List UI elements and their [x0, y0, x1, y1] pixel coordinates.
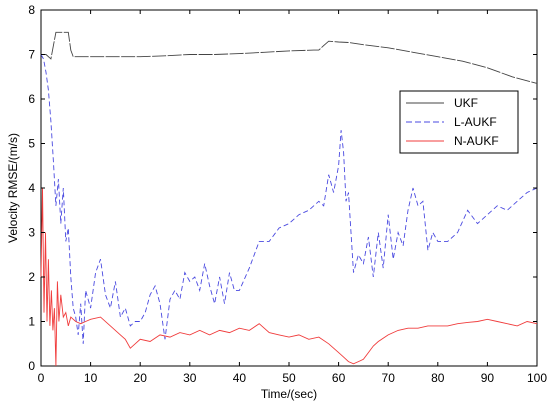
x-tick-label: 30 [183, 371, 197, 385]
legend-label-ukf: UKF [454, 96, 478, 110]
y-tick-label: 0 [28, 359, 35, 373]
y-tick-label: 5 [28, 137, 35, 151]
y-tick-label: 2 [28, 270, 35, 284]
y-axis-label: Velocity RMSE/(m/s) [6, 133, 20, 243]
x-tick-label: 40 [233, 371, 247, 385]
y-tick-label: 7 [28, 48, 35, 62]
series-layer [40, 31, 538, 367]
x-tick-label: 90 [481, 371, 495, 385]
x-tick-label: 20 [134, 371, 148, 385]
x-tick-label: 10 [84, 371, 98, 385]
series-line-n-aukf [40, 187, 538, 367]
x-tick-label: 100 [527, 371, 547, 385]
y-tick-label: 3 [28, 226, 35, 240]
legend-label-l-aukf: L-AUKF [454, 115, 497, 129]
x-tick-label: 70 [382, 371, 396, 385]
y-tick-label: 6 [28, 92, 35, 106]
tick-layer: 0 10 20 30 40 50 60 70 80 90 100 0 1 2 3 4 5 6 7 8 [28, 3, 547, 385]
x-axis-label: Time/(sec) [261, 387, 317, 401]
series-line-ukf [41, 31, 538, 84]
y-tick-label: 1 [28, 315, 35, 329]
x-tick-label: 50 [282, 371, 296, 385]
series-line-l-aukf [40, 54, 538, 344]
x-tick-label: 0 [38, 371, 45, 385]
legend-label-n-aukf: N-AUKF [454, 134, 499, 148]
x-tick-label: 60 [332, 371, 346, 385]
x-tick-label: 80 [431, 371, 445, 385]
y-tick-label: 8 [28, 3, 35, 17]
plot-area [40, 9, 538, 367]
y-tick-label: 4 [28, 181, 35, 195]
legend: UKF L-AUKF N-AUKF [399, 90, 519, 154]
